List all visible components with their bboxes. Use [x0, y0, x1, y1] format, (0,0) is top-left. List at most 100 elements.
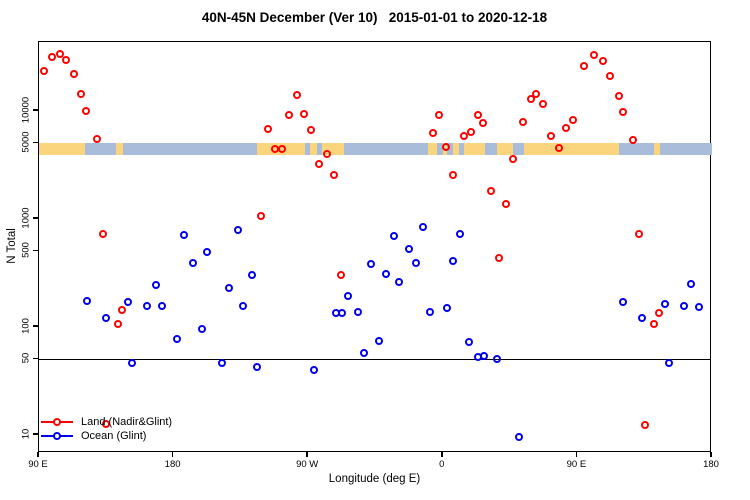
y-tick-label: 50 [20, 353, 32, 364]
y-tick-label: 10000 [20, 96, 32, 124]
data-point-ocean [359, 349, 368, 358]
x-tick-label: 90 E [28, 459, 48, 470]
x-tick-mark [441, 452, 443, 457]
data-point-ocean [123, 298, 132, 307]
data-point-ocean [354, 308, 362, 317]
data-point-land [606, 71, 614, 80]
data-point-land [460, 131, 469, 140]
data-point-land [590, 50, 598, 59]
data-point-ocean [128, 359, 137, 368]
data-point-land [629, 136, 638, 145]
data-point-land [555, 143, 563, 152]
data-point-ocean [419, 222, 428, 231]
data-point-land [635, 229, 644, 238]
data-point-ocean [493, 355, 502, 364]
data-point-ocean [142, 302, 151, 311]
map-band-segment-ocean [344, 142, 428, 156]
y-tick-mark [33, 109, 38, 111]
map-band-segment-ocean [447, 142, 454, 156]
map-band-segment-land [39, 142, 86, 156]
y-tick-label: 1000 [20, 207, 32, 229]
data-point-land [562, 123, 571, 132]
x-tick-mark [171, 452, 174, 457]
data-point-ocean [390, 231, 399, 240]
data-point-ocean [157, 302, 166, 311]
data-point-land [568, 115, 577, 124]
y-tick-mark [33, 433, 38, 435]
map-band-segment-ocean [305, 142, 310, 156]
data-point-ocean [464, 337, 473, 346]
map-band-segment-land [427, 142, 437, 156]
x-tick-label: 90 E [566, 459, 587, 470]
data-point-land [48, 52, 56, 61]
data-point-ocean [455, 229, 464, 238]
data-point-land [619, 108, 627, 117]
y-axis-label: N Total [6, 228, 18, 264]
data-point-ocean [619, 298, 627, 307]
x-tick-label: 180 [164, 459, 181, 470]
data-point-land [487, 186, 496, 195]
legend-marker-circle [53, 418, 61, 426]
data-point-land [641, 420, 650, 429]
map-band-segment-land [653, 142, 661, 156]
data-point-ocean [412, 258, 421, 267]
data-point-land [278, 144, 287, 153]
data-point-ocean [337, 308, 346, 317]
map-band-segment-ocean [484, 142, 497, 156]
legend-marker-line [41, 432, 73, 440]
data-point-land [435, 110, 444, 119]
data-point-ocean [381, 269, 390, 278]
data-point-land [102, 420, 110, 429]
plot-area: Land (Nadir&Glint) Ocean (Glint) [38, 41, 712, 452]
data-point-land [449, 170, 458, 179]
data-point-land [650, 319, 659, 328]
data-point-land [307, 125, 316, 134]
data-point-land [39, 67, 48, 76]
data-point-land [518, 118, 527, 126]
data-point-land [99, 229, 107, 238]
map-band-segment-land [463, 142, 485, 156]
data-point-land [77, 90, 86, 99]
data-point-land [256, 211, 265, 220]
data-point-land [55, 49, 64, 58]
map-band-segment-land [453, 142, 460, 156]
data-point-land [314, 159, 323, 168]
data-point-land [502, 199, 511, 208]
data-point-ocean [198, 324, 206, 333]
data-point-land [527, 95, 536, 103]
map-band-segment-ocean [85, 142, 117, 156]
map-band-segment-ocean [660, 142, 712, 156]
data-point-land [336, 270, 345, 279]
x-tick-label: 90 W [296, 459, 319, 470]
y-tick-label: 5000 [20, 131, 32, 154]
legend-marker-circle [53, 432, 61, 440]
y-tick-mark [33, 357, 38, 360]
data-point-land [474, 110, 483, 119]
data-point-ocean [367, 259, 375, 268]
map-band-segment-ocean [436, 142, 443, 156]
data-point-ocean [515, 432, 524, 441]
data-point-ocean [151, 280, 160, 289]
data-point-ocean [247, 270, 256, 279]
data-point-ocean [443, 303, 452, 312]
data-point-ocean [218, 359, 227, 368]
data-point-land [69, 69, 78, 78]
data-point-land [330, 170, 339, 179]
map-band-segment-ocean [459, 142, 464, 156]
data-point-ocean [665, 359, 674, 368]
data-point-ocean [343, 291, 352, 300]
data-point-ocean [180, 230, 189, 239]
data-point-land [93, 134, 102, 143]
data-point-land [429, 128, 438, 137]
data-point-land [614, 91, 623, 100]
legend-item-ocean: Ocean (Glint) [41, 429, 172, 443]
data-point-land [531, 89, 540, 98]
x-tick-mark [710, 452, 712, 457]
data-point-ocean [480, 351, 489, 360]
data-point-ocean [173, 335, 182, 344]
y-tick-label: 10 [20, 428, 32, 440]
data-point-ocean [426, 308, 435, 317]
data-point-land [270, 144, 279, 153]
legend: Land (Nadir&Glint) Ocean (Glint) [41, 415, 172, 443]
data-point-land [655, 308, 664, 317]
